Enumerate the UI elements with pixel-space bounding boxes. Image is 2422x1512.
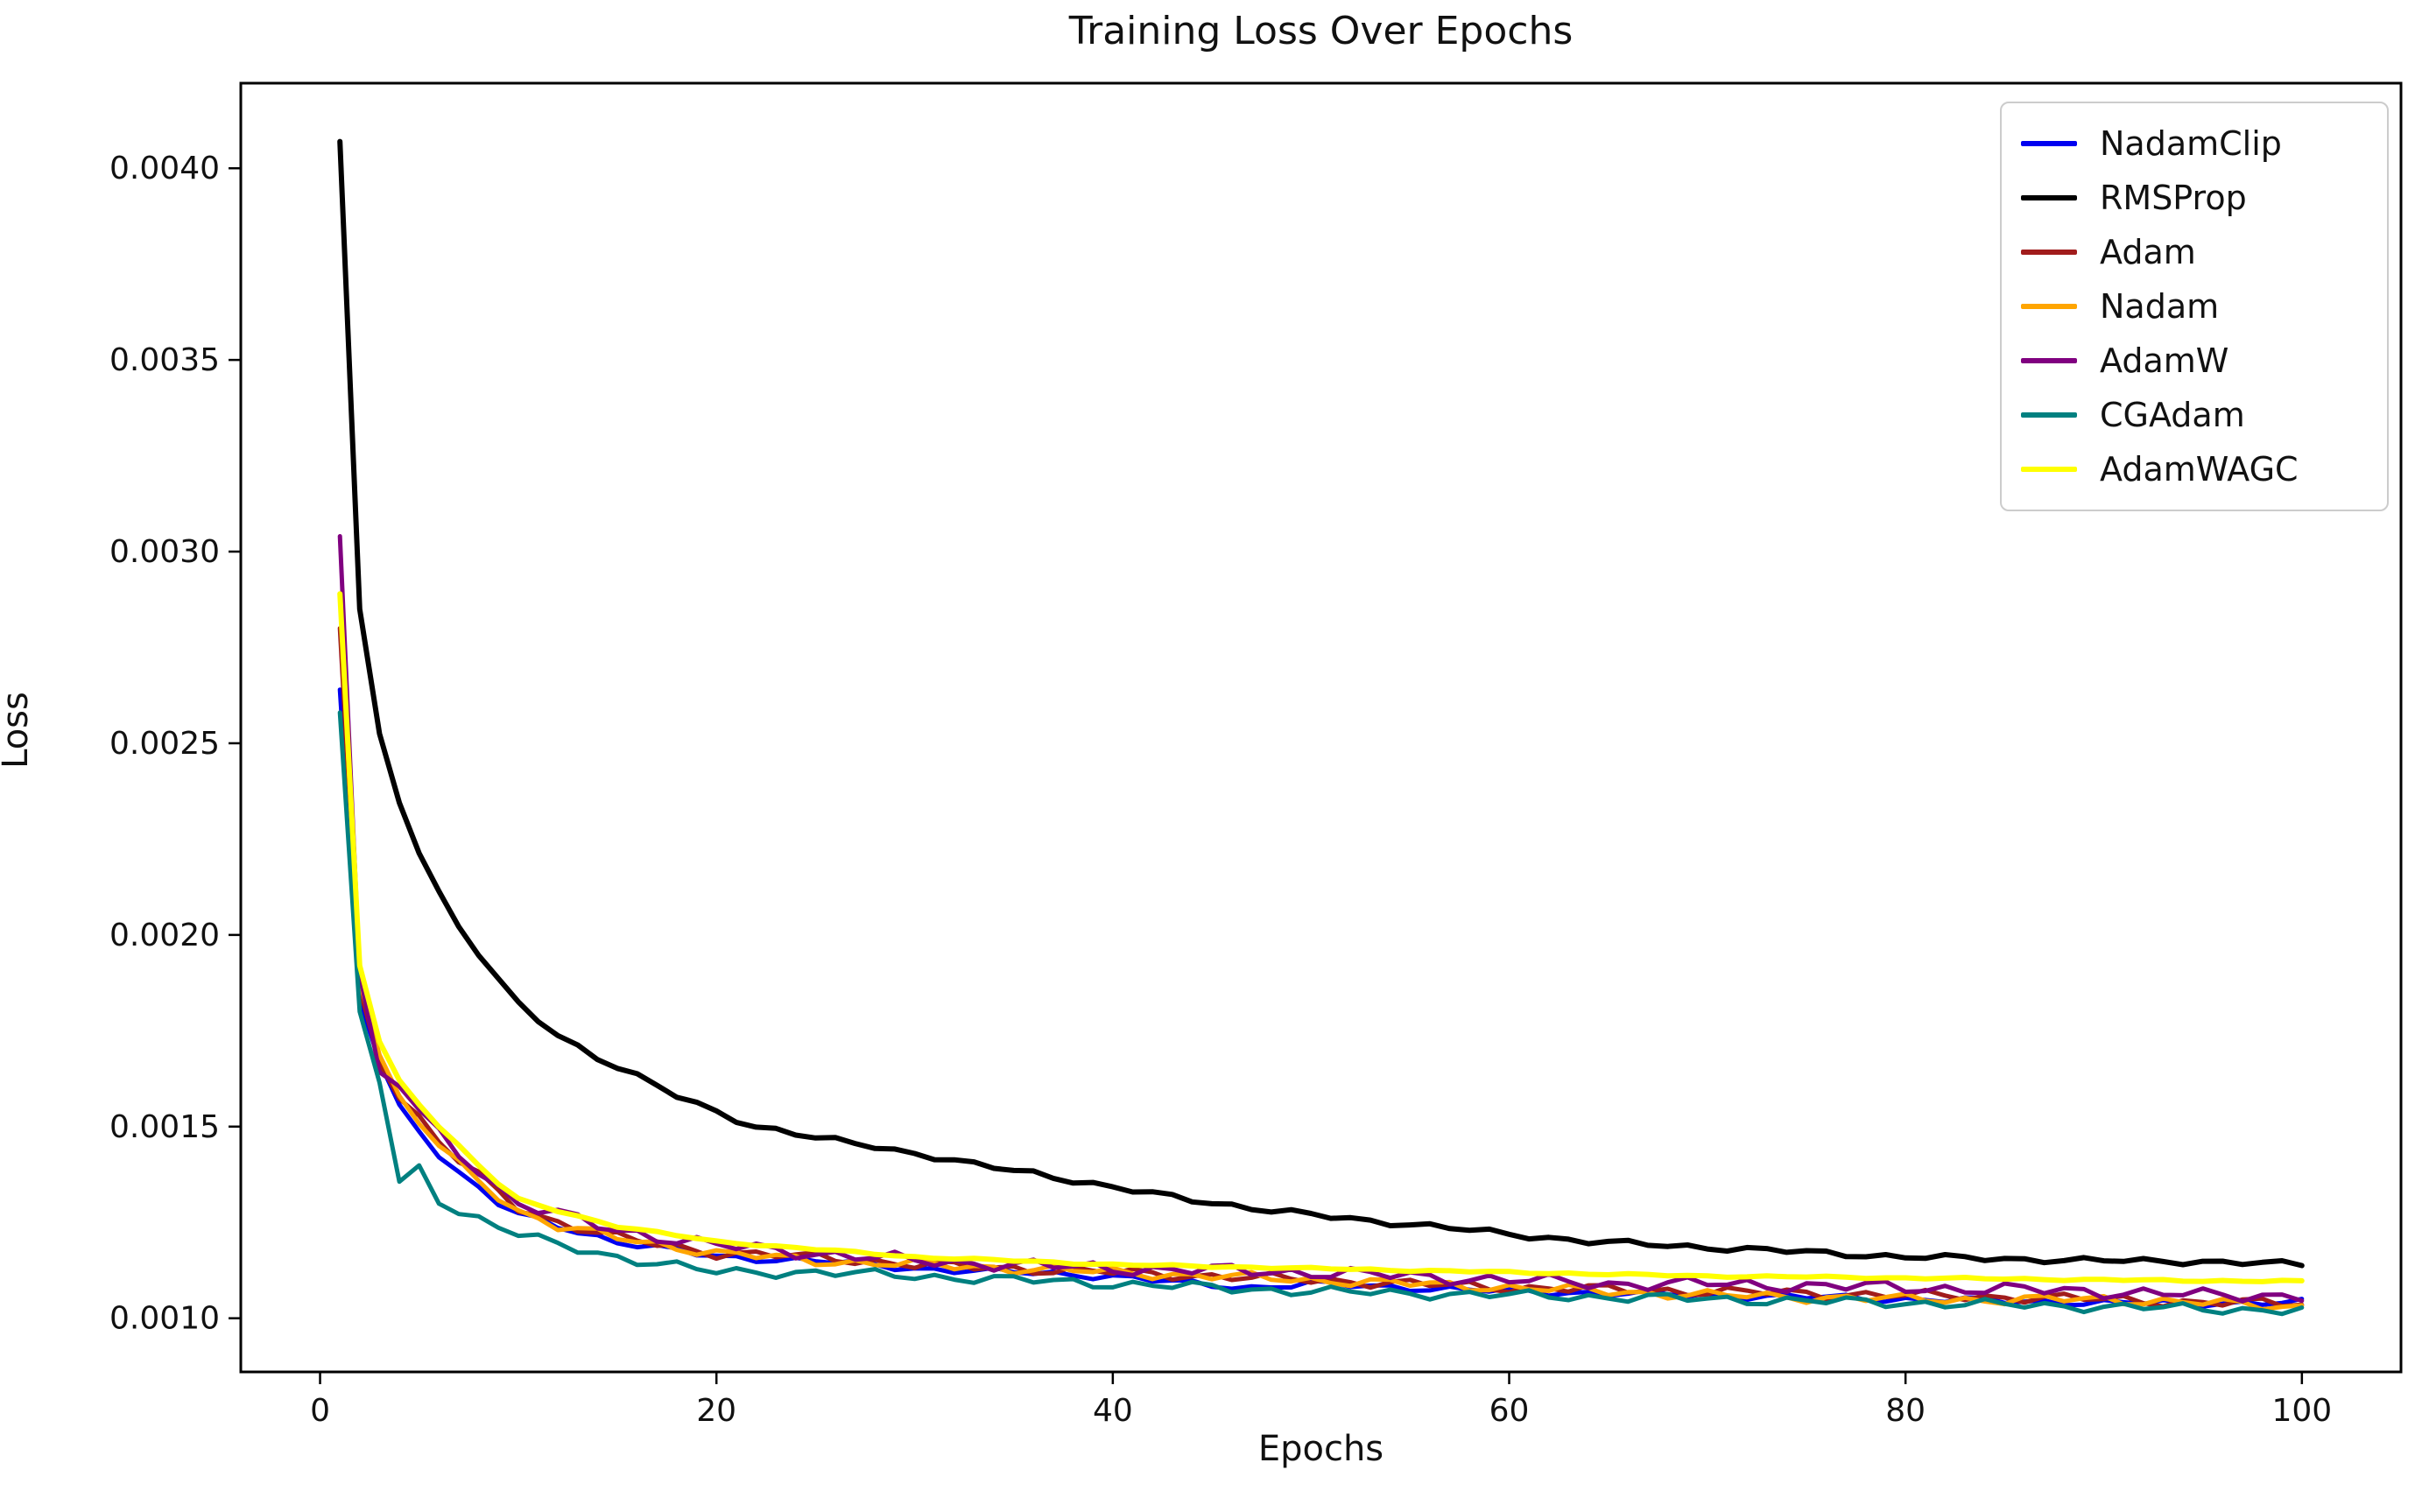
x-tick-label: 20	[696, 1393, 736, 1429]
legend-label: AdamW	[2100, 341, 2229, 380]
y-tick-label: 0.0025	[109, 726, 220, 762]
legend-swatch-Adam	[2021, 250, 2077, 255]
legend-label: Adam	[2100, 233, 2196, 271]
x-tick-label: 100	[2271, 1393, 2332, 1429]
legend-label: Nadam	[2100, 287, 2220, 326]
legend-swatch-RMSProp	[2021, 195, 2077, 200]
legend: NadamClip RMSProp Adam Nadam AdamW CGAdam Adam…	[2000, 102, 2389, 511]
legend-item: Nadam	[2021, 280, 2368, 333]
legend-item: AdamWAGC	[2021, 443, 2368, 496]
x-tick-label: 40	[1093, 1393, 1133, 1429]
series-line-AdamWAGC	[337, 591, 2305, 1284]
legend-item: CGAdam	[2021, 389, 2368, 441]
x-tick-label: 0	[310, 1393, 330, 1429]
x-tick-label: 80	[1885, 1393, 1926, 1429]
series-line-CGAdam	[337, 710, 2305, 1317]
series-line-Adam	[337, 626, 2305, 1309]
legend-label: CGAdam	[2100, 396, 2245, 434]
chart-title: Training Loss Over Epochs	[1068, 9, 1574, 53]
legend-item: Adam	[2021, 226, 2368, 278]
y-tick-label: 0.0035	[109, 342, 220, 378]
legend-item: NadamClip	[2021, 117, 2368, 170]
legend-label: AdamWAGC	[2100, 450, 2299, 489]
series-line-Nadam	[337, 591, 2305, 1312]
legend-label: NadamClip	[2100, 124, 2282, 163]
legend-item: AdamW	[2021, 334, 2368, 387]
plot-border	[239, 81, 2403, 1374]
series-line-RMSProp	[337, 138, 2305, 1269]
y-tick-label: 0.0015	[109, 1109, 220, 1145]
x-axis-label: Epochs	[1257, 1429, 1384, 1469]
legend-swatch-CGAdam	[2021, 412, 2077, 418]
y-tick-label: 0.0010	[109, 1301, 220, 1337]
legend-swatch-AdamWAGC	[2021, 467, 2077, 472]
legend-swatch-Nadam	[2021, 304, 2077, 309]
legend-swatch-NadamClip	[2021, 141, 2077, 146]
y-tick-label: 0.0040	[109, 151, 220, 186]
legend-item: RMSProp	[2021, 172, 2368, 224]
series-line-AdamW	[337, 534, 2305, 1304]
legend-swatch-AdamW	[2021, 358, 2077, 363]
y-tick-label: 0.0020	[109, 918, 220, 953]
x-tick-label: 60	[1489, 1393, 1530, 1429]
y-tick-label: 0.0030	[109, 534, 220, 570]
legend-label: RMSProp	[2100, 179, 2247, 217]
